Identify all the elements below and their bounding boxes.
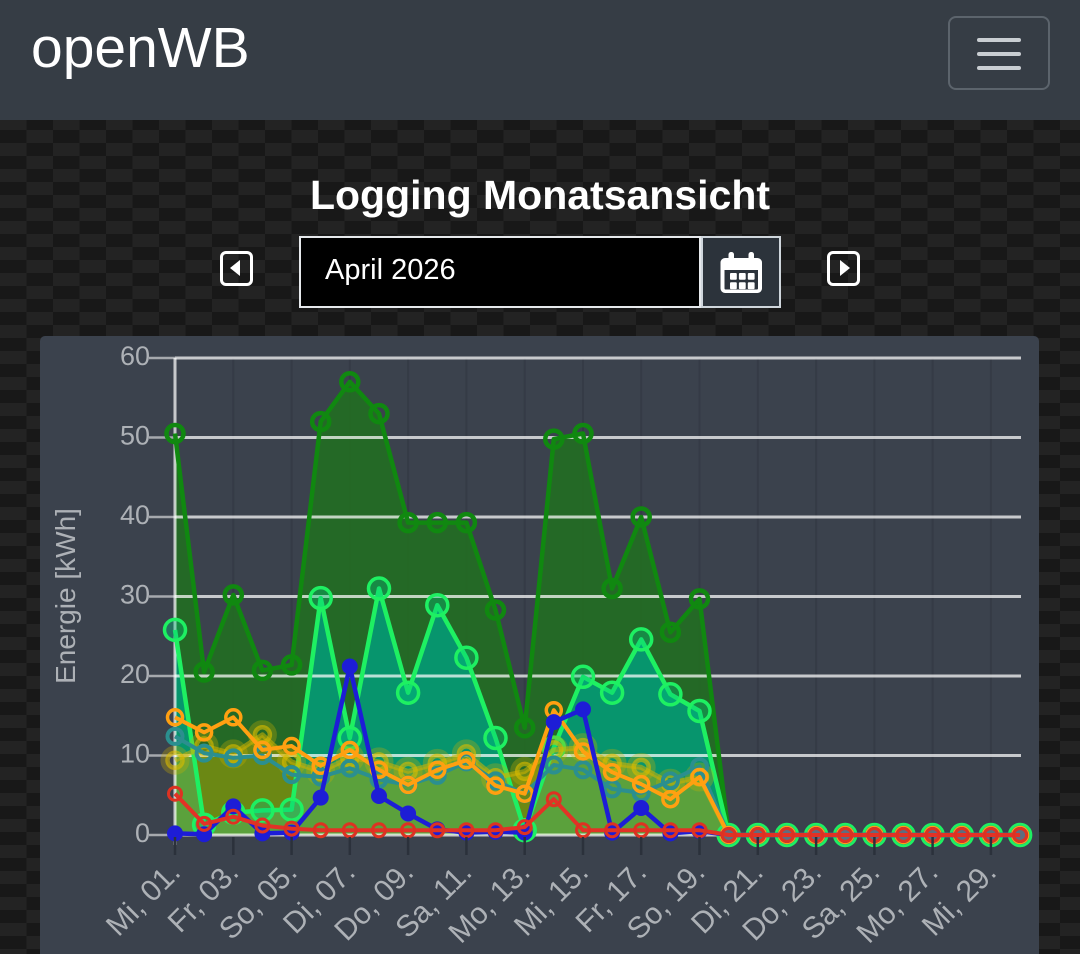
svg-text:Mi, 01.: Mi, 01. xyxy=(100,856,187,943)
svg-text:Energie [kWh]: Energie [kWh] xyxy=(50,508,81,684)
svg-text:40: 40 xyxy=(120,500,150,530)
svg-text:30: 30 xyxy=(120,580,150,610)
svg-text:50: 50 xyxy=(120,421,150,451)
svg-text:20: 20 xyxy=(120,659,150,689)
svg-text:0: 0 xyxy=(135,818,150,848)
svg-text:60: 60 xyxy=(120,341,150,371)
svg-text:10: 10 xyxy=(120,739,150,769)
